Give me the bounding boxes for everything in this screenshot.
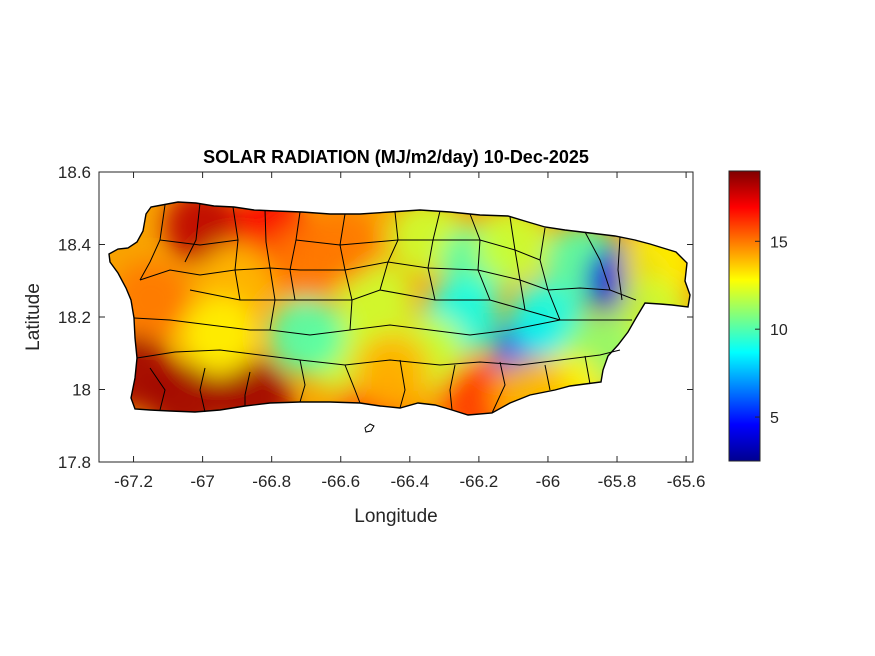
municipality-line: [539, 227, 561, 321]
y-tick-label: 18.2: [58, 308, 91, 327]
x-tick-label: -66.8: [252, 472, 291, 491]
municipality-line: [544, 364, 551, 391]
heat-sample: [216, 358, 293, 415]
y-tick-label: 18: [72, 381, 91, 400]
y-axis: 17.8 18 18.2 18.4 18.6: [58, 163, 693, 472]
heat-sample: [354, 333, 431, 410]
heat-sample: [337, 260, 414, 337]
municipality-line: [427, 210, 441, 301]
x-axis-label: Longitude: [354, 506, 437, 527]
y-tick-label: 17.8: [58, 453, 91, 472]
x-tick-label: -67.2: [114, 472, 153, 491]
municipality-line: [299, 359, 306, 403]
municipality-line: [139, 261, 637, 301]
municipality-line: [232, 206, 241, 301]
municipality-boundaries: [133, 202, 637, 414]
municipality-line: [379, 211, 399, 291]
y-axis-label: Latitude: [23, 283, 44, 351]
municipality-line: [491, 361, 506, 414]
colorbar-ticks: 5 10 15: [755, 234, 788, 427]
x-tick-label: -65.8: [598, 472, 637, 491]
municipality-line: [289, 211, 301, 301]
municipality-line: [133, 317, 632, 336]
x-tick-label: -66: [536, 472, 561, 491]
municipality-line: [199, 367, 206, 413]
municipality-line: [344, 364, 361, 404]
y-tick-label: 18.6: [58, 163, 91, 182]
x-axis: -67.2 -67 -66.8 -66.6 -66.4 -66.2 -66 -65.8 -65.…: [114, 172, 705, 491]
municipality-line: [617, 236, 623, 301]
municipality-line: [244, 371, 251, 406]
heatmap-layer: [109, 202, 690, 415]
municipality-line: [584, 355, 591, 385]
municipality-line: [189, 289, 561, 321]
colorbar-tick-label: 10: [770, 322, 788, 339]
municipality-line: [159, 239, 239, 246]
municipality-line: [149, 367, 166, 411]
x-tick-label: -66.6: [321, 472, 360, 491]
municipality-line: [295, 239, 541, 261]
municipality-line: [509, 216, 526, 311]
colorbar-tick-label: 5: [770, 410, 779, 427]
colorbar-tick-label: 15: [770, 234, 788, 251]
y-tick-label: 18.4: [58, 236, 91, 255]
municipality-line: [399, 359, 406, 409]
colorbar-gradient: [728, 170, 761, 462]
colorbar: 5 10 15: [728, 170, 788, 462]
heat-sample: [147, 362, 224, 415]
municipality-line: [469, 213, 491, 301]
municipality-line: [449, 364, 456, 411]
municipality-line: [584, 231, 611, 291]
x-tick-label: -66.4: [390, 472, 429, 491]
x-tick-label: -67: [190, 472, 215, 491]
x-tick-label: -65.6: [667, 472, 706, 491]
heat-sample: [475, 206, 552, 283]
heat-sample: [181, 297, 258, 374]
municipality-line: [184, 202, 201, 263]
municipality-line: [139, 204, 166, 281]
islet-outline: [364, 423, 375, 433]
heat-sample: [164, 202, 241, 265]
heat-sample: [268, 297, 345, 374]
x-tick-label: -66.2: [460, 472, 499, 491]
municipality-line: [136, 349, 621, 366]
chart-title: SOLAR RADIATION (MJ/m2/day) 10-Dec-2025: [203, 147, 589, 167]
